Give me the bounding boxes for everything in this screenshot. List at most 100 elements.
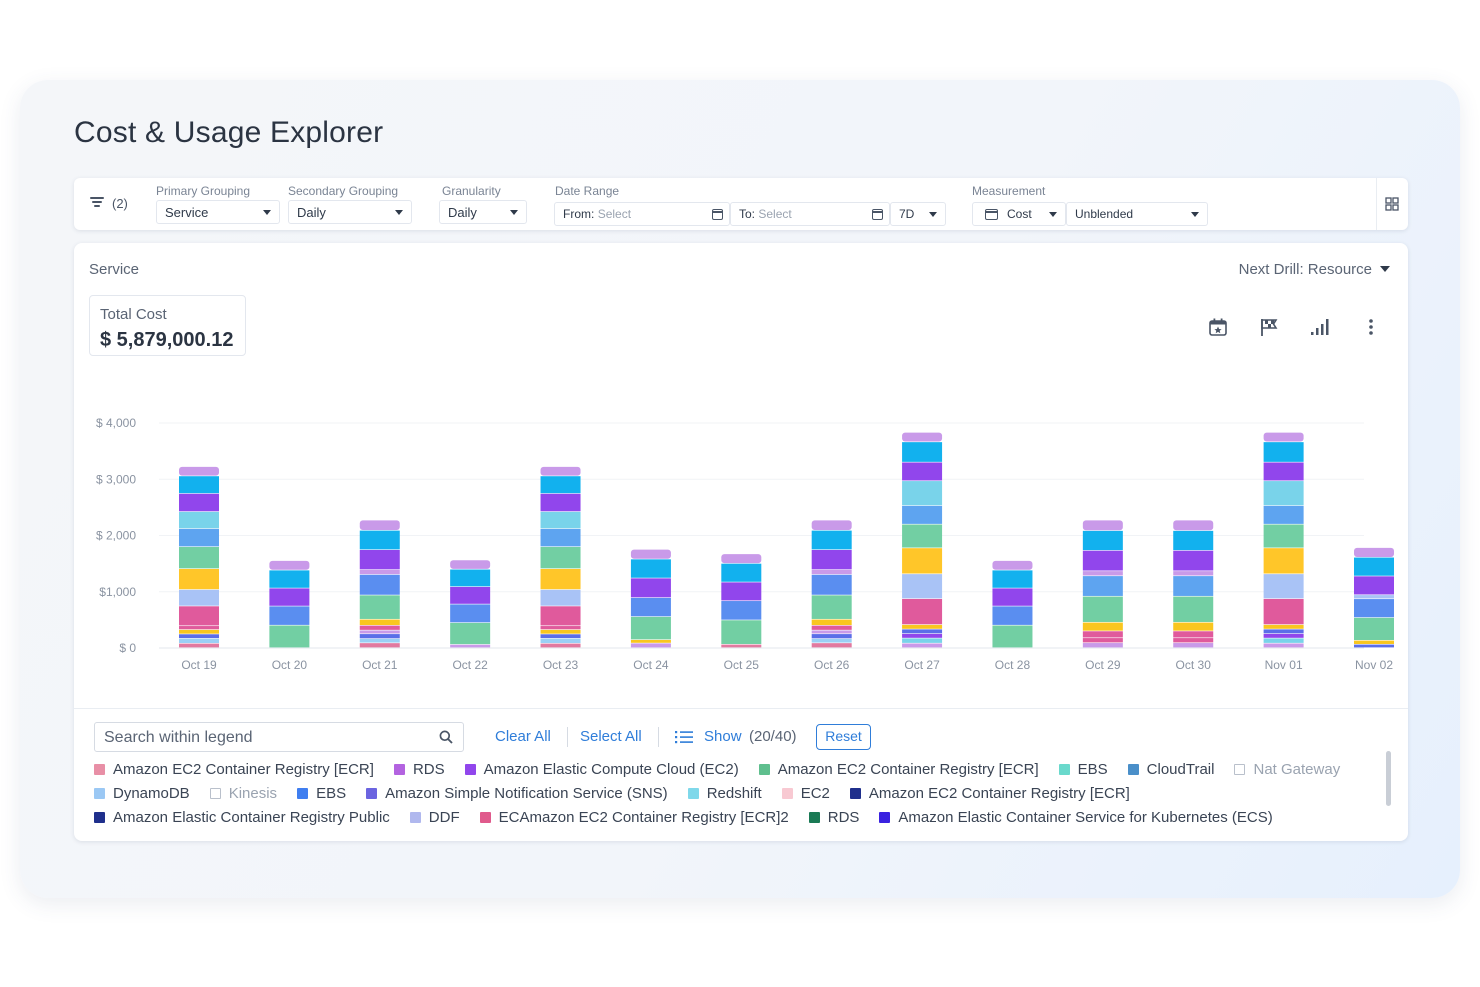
bar-segment[interactable] [811, 643, 852, 648]
bar-oct-21[interactable] [359, 520, 400, 648]
bar-nov-02[interactable] [1354, 547, 1394, 648]
bar-segment[interactable] [811, 619, 852, 626]
bar-oct-24[interactable] [630, 549, 671, 648]
search-icon[interactable] [439, 730, 453, 744]
bar-segment[interactable] [450, 604, 491, 623]
bar-segment[interactable] [902, 505, 943, 524]
legend-item[interactable]: ECAmazon EC2 Container Registry [ECR]2 [479, 809, 789, 826]
bar-segment[interactable] [630, 639, 671, 643]
bar-segment[interactable] [450, 644, 491, 648]
bar-segment[interactable] [359, 574, 400, 595]
bar-segment[interactable] [630, 643, 671, 648]
bar-oct-19[interactable] [179, 466, 219, 648]
bar-segment[interactable] [540, 629, 581, 634]
bar-segment[interactable] [269, 588, 310, 606]
bar-segment[interactable] [359, 619, 400, 626]
bar-segment[interactable] [902, 462, 943, 481]
secondary-grouping-select[interactable]: Daily [288, 200, 412, 224]
bar-segment[interactable] [179, 528, 219, 547]
bar-segment[interactable] [540, 476, 581, 494]
bar-segment[interactable] [811, 574, 852, 595]
list-icon[interactable] [675, 730, 693, 744]
bar-segment[interactable] [1082, 550, 1123, 571]
bar-segment[interactable] [902, 598, 943, 625]
grid-layout-icon[interactable] [1385, 197, 1399, 211]
bar-oct-22[interactable] [450, 560, 491, 648]
bar-segment[interactable] [1354, 595, 1394, 599]
bar-segment[interactable] [1173, 530, 1214, 551]
bar-segment[interactable] [811, 520, 852, 531]
calendar-icon[interactable] [712, 209, 723, 220]
bar-segment[interactable] [450, 569, 491, 587]
bar-segment[interactable] [1263, 548, 1304, 574]
bar-segment[interactable] [1173, 596, 1214, 622]
bar-segment[interactable] [1082, 596, 1123, 622]
bar-segment[interactable] [811, 625, 852, 630]
bar-segment[interactable] [179, 634, 219, 639]
bar-oct-23[interactable] [540, 466, 581, 648]
bar-segment[interactable] [1173, 643, 1214, 648]
bar-segment[interactable] [630, 549, 671, 559]
bar-segment[interactable] [1082, 530, 1123, 551]
bar-segment[interactable] [630, 597, 671, 617]
legend-item[interactable]: Kinesis [209, 785, 277, 802]
show-button[interactable]: Show [704, 728, 742, 745]
cost-type-select[interactable]: Unblended [1066, 202, 1208, 226]
bar-segment[interactable] [811, 569, 852, 575]
bar-segment[interactable] [902, 432, 943, 442]
bar-segment[interactable] [540, 638, 581, 644]
bar-segment[interactable] [1263, 629, 1304, 634]
bar-segment[interactable] [359, 630, 400, 634]
bar-segment[interactable] [540, 511, 581, 529]
bar-segment[interactable] [902, 574, 943, 599]
bar-segment[interactable] [721, 582, 762, 601]
bar-segment[interactable] [450, 622, 491, 645]
bar-segment[interactable] [1354, 644, 1394, 648]
bar-segment[interactable] [902, 629, 943, 634]
bar-segment[interactable] [902, 524, 943, 548]
legend-item[interactable]: EBS [1058, 761, 1108, 778]
bar-segment[interactable] [1263, 638, 1304, 643]
bar-segment[interactable] [1082, 631, 1123, 638]
legend-item[interactable]: DynamoDB [94, 785, 190, 802]
measurement-metric-select[interactable]: Cost [972, 202, 1066, 226]
bar-segment[interactable] [630, 559, 671, 578]
bar-segment[interactable] [902, 442, 943, 462]
bar-segment[interactable] [269, 625, 310, 648]
bar-segment[interactable] [1263, 505, 1304, 524]
bar-segment[interactable] [450, 560, 491, 569]
legend-scrollbar[interactable] [1386, 751, 1391, 806]
bar-segment[interactable] [1173, 571, 1214, 576]
legend-item[interactable]: Amazon Elastic Container Registry Public [94, 809, 390, 826]
bar-oct-29[interactable] [1082, 520, 1123, 648]
bar-segment[interactable] [179, 476, 219, 494]
bar-segment[interactable] [1263, 432, 1304, 442]
bar-segment[interactable] [179, 626, 219, 630]
legend-item[interactable]: Nat Gateway [1234, 761, 1340, 778]
bar-oct-20[interactable] [269, 560, 310, 648]
legend-item[interactable]: Amazon EC2 Container Registry [ECR] [758, 761, 1039, 778]
reset-button[interactable]: Reset [816, 724, 871, 750]
bar-segment[interactable] [992, 588, 1033, 606]
bar-segment[interactable] [992, 560, 1033, 570]
legend-item[interactable]: CloudTrail [1127, 761, 1214, 778]
bar-segment[interactable] [540, 466, 581, 476]
bar-segment[interactable] [359, 530, 400, 550]
calendar-icon[interactable] [872, 209, 883, 220]
legend-item[interactable]: Amazon EC2 Container Registry [ECR] [849, 785, 1130, 802]
bar-segment[interactable] [359, 595, 400, 619]
bar-segment[interactable] [1354, 617, 1394, 641]
bar-segment[interactable] [179, 643, 219, 648]
bar-segment[interactable] [359, 634, 400, 639]
bar-nov-01[interactable] [1263, 432, 1304, 648]
bar-segment[interactable] [811, 638, 852, 643]
legend-item[interactable]: Redshift [687, 785, 762, 802]
bar-segment[interactable] [992, 625, 1033, 648]
clear-all-button[interactable]: Clear All [495, 728, 551, 745]
date-from-field[interactable]: From: Select [554, 202, 730, 226]
next-drill-select[interactable]: Next Drill: Resource [1239, 261, 1372, 278]
bar-segment[interactable] [540, 606, 581, 626]
bar-segment[interactable] [721, 554, 762, 564]
bar-segment[interactable] [1263, 633, 1304, 638]
bar-segment[interactable] [179, 568, 219, 590]
